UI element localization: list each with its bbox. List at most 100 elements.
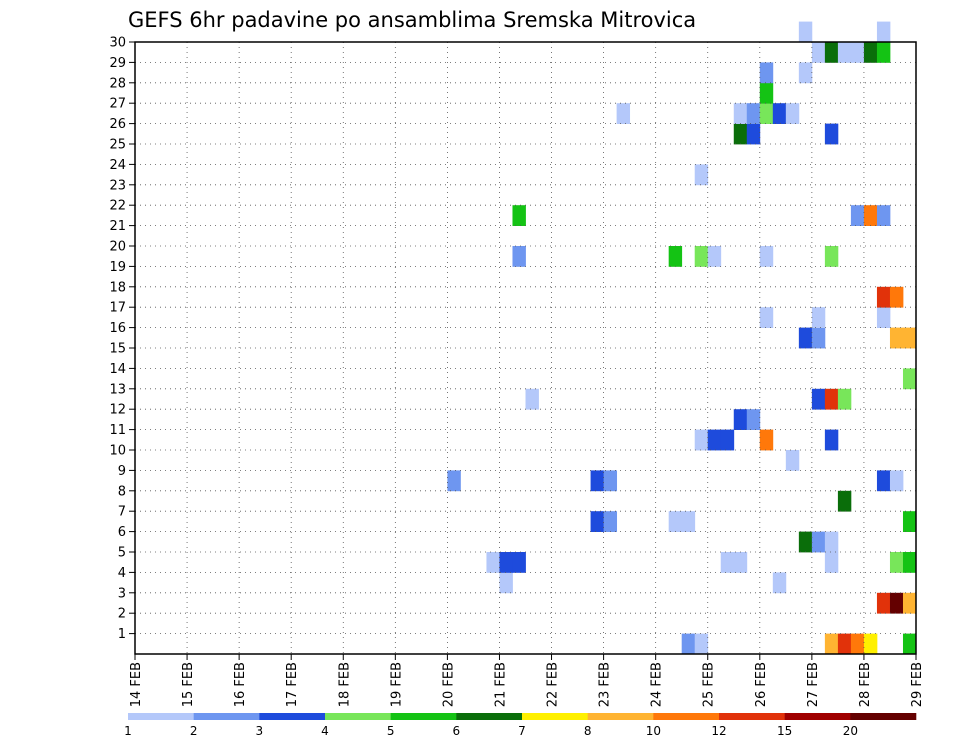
y-tick-label: 21 <box>109 219 126 234</box>
heatmap-cell <box>759 82 774 104</box>
x-tick-label: 23 FEB <box>598 662 613 707</box>
heatmap-cell <box>850 205 865 226</box>
heatmap-cell <box>694 246 709 267</box>
heatmap-cell <box>499 572 513 594</box>
x-tick-label: 17 FEB <box>285 662 300 707</box>
y-tick-label: 3 <box>118 586 126 601</box>
colorbar-label: 10 <box>646 724 661 738</box>
heatmap-cell <box>668 511 683 532</box>
x-axis: 14 FEB 15 FEB 16 FEB 17 FEB 18 FEB 19 FEB 20 F… <box>129 654 925 707</box>
y-tick-label: 20 <box>109 240 126 255</box>
heatmap-cell <box>876 286 891 308</box>
heatmap-cell <box>902 633 917 655</box>
heatmap-cell <box>486 552 500 573</box>
x-tick-label: 14 FEB <box>129 662 144 707</box>
y-tick-label: 17 <box>109 301 126 316</box>
heatmap-cell <box>811 307 826 328</box>
y-tick-label: 29 <box>109 56 126 71</box>
heatmap-cell <box>681 633 696 655</box>
heatmap-cell <box>694 633 709 655</box>
x-tick-label: 18 FEB <box>337 662 352 707</box>
x-tick-label: 27 FEB <box>806 662 821 707</box>
heatmap-cell <box>759 246 774 267</box>
heatmap-cell <box>876 21 891 43</box>
colorbar-label: 20 <box>843 724 858 738</box>
y-tick-label: 18 <box>109 280 126 295</box>
heatmap-cell <box>798 531 813 553</box>
y-tick-label: 28 <box>109 76 126 91</box>
heatmap-cell <box>876 307 891 328</box>
y-tick-label: 27 <box>109 97 126 112</box>
y-tick-label: 22 <box>109 199 126 214</box>
heatmap-cell <box>902 592 917 614</box>
heatmap-cell <box>824 42 839 63</box>
heatmap-cell <box>876 205 891 226</box>
colorbar-label: 5 <box>387 724 395 738</box>
heatmap-cell <box>824 633 839 655</box>
colorbar-swatch <box>587 713 654 720</box>
heatmap-cell <box>824 531 839 553</box>
heatmap-cell <box>733 552 748 573</box>
heatmap-cell <box>863 633 878 655</box>
heatmap-cell <box>902 511 917 532</box>
heatmap-cell <box>759 103 774 124</box>
colorbar-label: 6 <box>453 724 461 738</box>
x-tick-label: 29 FEB <box>910 662 925 707</box>
y-tick-label: 11 <box>109 423 126 438</box>
heatmap-cell <box>616 103 631 124</box>
colorbar-legend: 1 2 3 4 5 6 7 8 10 12 15 20 <box>124 713 917 738</box>
y-tick-label: 19 <box>109 260 126 275</box>
heatmap-cell <box>811 327 826 349</box>
heatmap-cell <box>733 123 748 145</box>
y-tick-label: 24 <box>109 158 126 173</box>
heatmap-cell <box>746 123 761 145</box>
x-tick-label: 19 FEB <box>389 662 404 707</box>
heatmap-cells <box>447 21 917 655</box>
heatmap-cell <box>876 42 891 63</box>
heatmap-cell <box>824 552 839 573</box>
y-tick-label: 1 <box>118 627 126 642</box>
x-tick-label: 20 FEB <box>441 662 456 707</box>
heatmap-cell <box>902 327 917 349</box>
heatmap-cell <box>876 592 891 614</box>
x-tick-label: 28 FEB <box>858 662 873 707</box>
x-tick-label: 26 FEB <box>754 662 769 707</box>
heatmap-cell <box>694 164 709 186</box>
colorbar-label: 2 <box>190 724 198 738</box>
y-tick-label: 9 <box>118 464 126 479</box>
heatmap-cell <box>863 42 878 63</box>
heatmap-cell <box>681 511 696 532</box>
y-tick-label: 6 <box>118 525 126 540</box>
heatmap-cell <box>512 552 526 573</box>
heatmap-cell <box>837 633 852 655</box>
colorbar-swatch <box>325 713 391 720</box>
heatmap-cell <box>824 123 839 145</box>
heatmap-cell <box>746 103 761 124</box>
heatmap-cell <box>772 572 787 594</box>
heatmap-cell <box>837 42 852 63</box>
heatmap-cell <box>889 470 904 492</box>
colorbar-swatch <box>719 713 785 720</box>
colorbar-swatch <box>850 713 917 720</box>
y-tick-label: 30 <box>109 36 126 51</box>
y-tick-label: 14 <box>109 362 126 377</box>
y-tick-label: 13 <box>109 382 126 397</box>
colorbar-label: 7 <box>518 724 526 738</box>
heatmap-cell <box>525 388 539 410</box>
heatmap-cell <box>785 103 800 124</box>
heatmap-cell <box>603 511 618 532</box>
heatmap-cell <box>512 246 526 267</box>
colorbar-swatch <box>193 713 260 720</box>
heatmap-cell <box>824 246 839 267</box>
heatmap-cell <box>824 388 839 410</box>
heatmap-cell <box>798 62 813 84</box>
y-tick-label: 10 <box>109 444 126 459</box>
colorbar-swatch <box>522 713 588 720</box>
x-tick-label: 25 FEB <box>702 662 717 707</box>
heatmap-cell <box>447 470 461 492</box>
heatmap-cell <box>590 511 604 532</box>
heatmap-cell <box>811 42 826 63</box>
y-tick-label: 2 <box>118 607 126 622</box>
heatmap-cell <box>707 246 722 267</box>
heatmap-cell <box>889 327 904 349</box>
